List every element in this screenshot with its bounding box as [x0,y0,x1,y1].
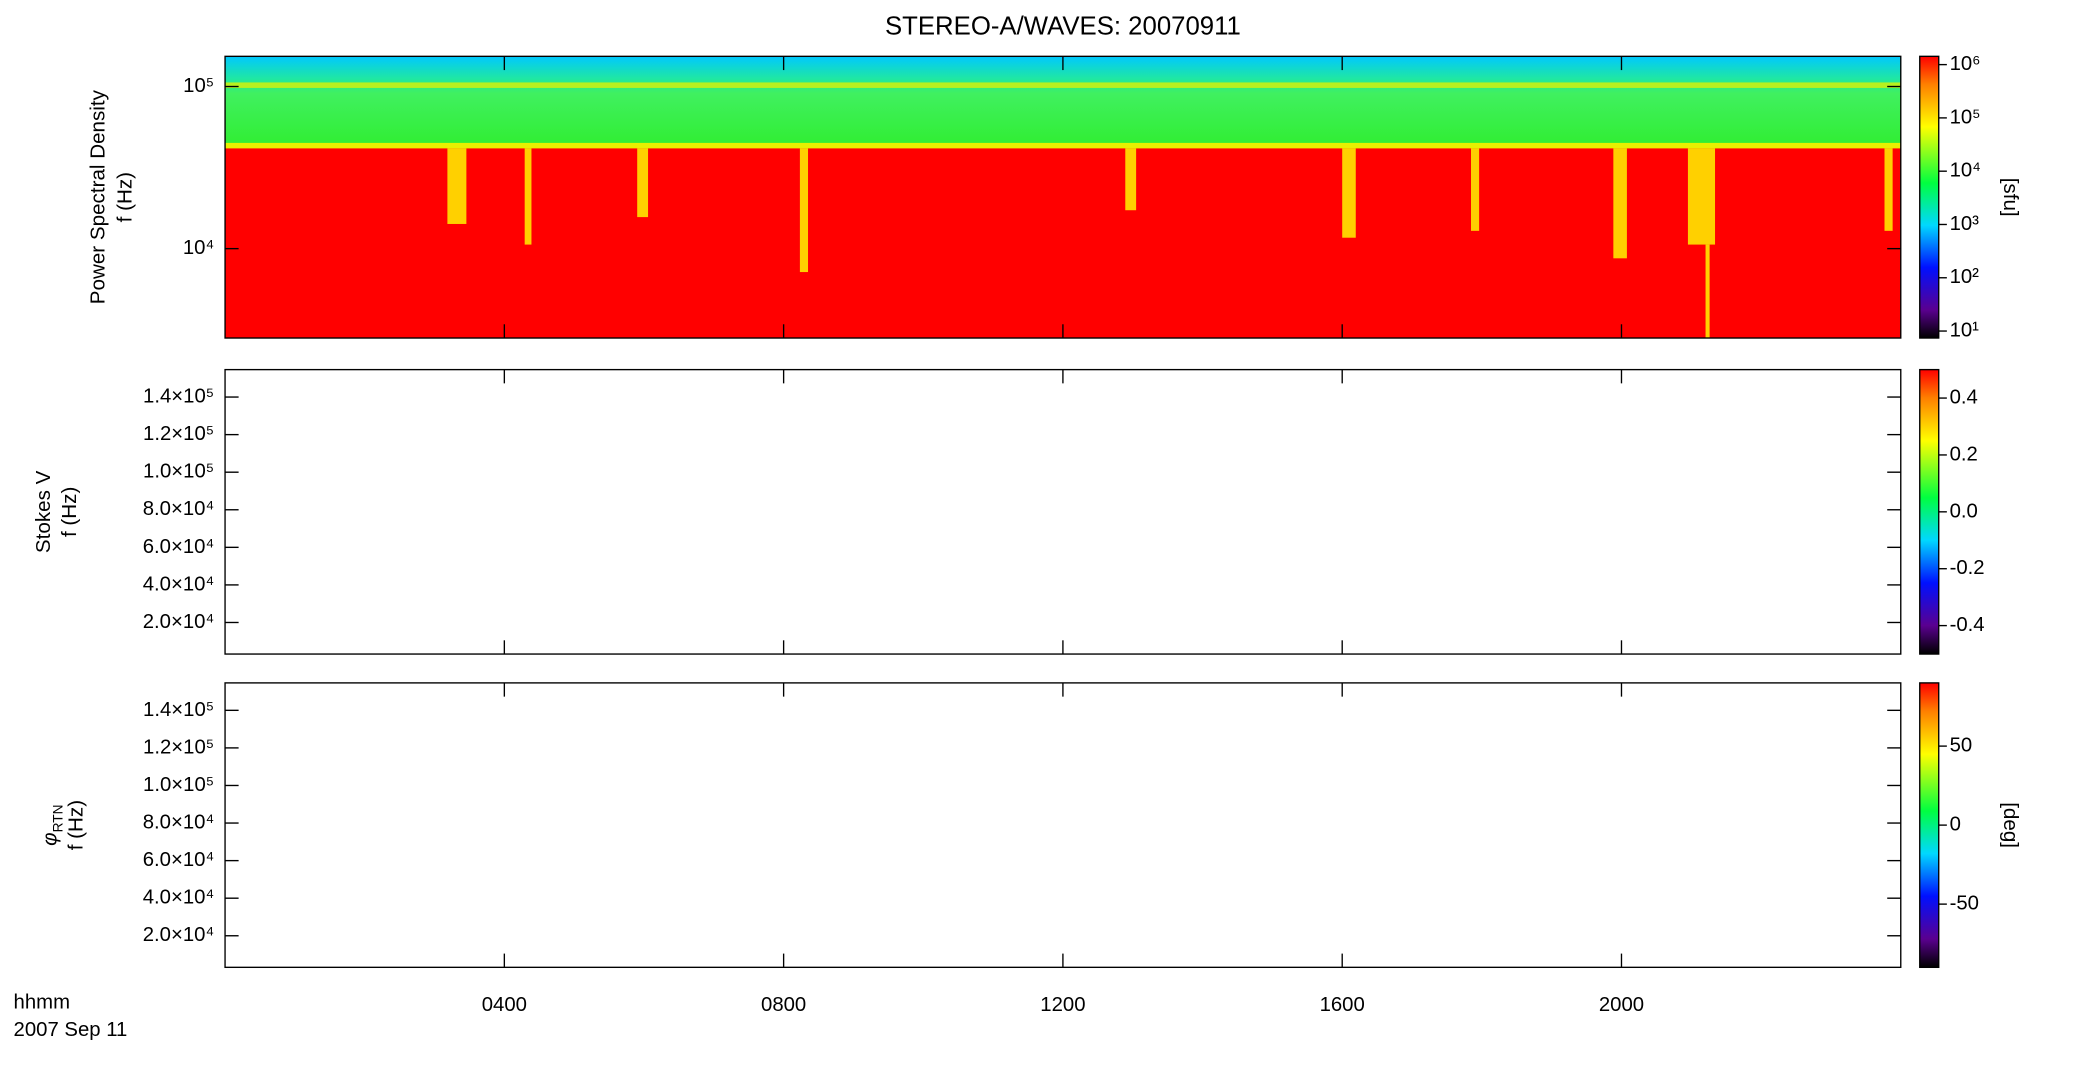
y-axis-label: f (Hz) [58,487,81,537]
colorbar-tick-label: 10⁵ [1950,105,1981,128]
colorbar-tick-label: 0.4 [1950,385,1978,408]
y-tick-label: 6.0×10⁴ [143,535,215,558]
y-tick-label: 10⁵ [183,74,214,97]
y-axis-label: φRTN [39,804,65,845]
y-tick-label: 4.0×10⁴ [143,572,215,595]
spectrogram-image [225,56,1901,339]
y-tick-label: 2.0×10⁴ [143,610,215,633]
x-tick-label: 1600 [1320,993,1365,1016]
plot-frame [224,682,1902,969]
y-tick-label: 10⁴ [183,236,214,259]
colorbar-tick-label: 0 [1950,812,1961,835]
colorbar-tick-label: -50 [1950,891,1979,914]
y-axis-label: f (Hz) [65,800,88,850]
plot-frame [224,368,1902,655]
colorbar-label: [sfu] [1999,178,2022,217]
y-tick-label: 2.0×10⁴ [143,923,215,946]
y-tick-label: 1.0×10⁵ [143,773,214,796]
y-tick-label: 6.0×10⁴ [143,848,215,871]
x-tick-label: 2000 [1599,993,1644,1016]
colorbar [1919,368,1940,655]
y-tick-label: 8.0×10⁴ [143,497,215,520]
x-tick-label: 0400 [482,993,527,1016]
y-axis-label: f (Hz) [114,172,137,222]
y-tick-label: 4.0×10⁴ [143,886,215,909]
y-tick-label: 1.4×10⁵ [143,698,214,721]
colorbar [1919,682,1940,969]
colorbar-tick-label: -0.4 [1950,613,1985,636]
y-tick-label: 8.0×10⁴ [143,810,215,833]
y-axis-label-subscript: RTN [50,804,65,832]
y-tick-label: 1.4×10⁵ [143,384,214,407]
colorbar-tick-label: 10² [1950,265,1980,288]
colorbar-tick-label: 10⁶ [1950,52,1981,75]
colorbar-tick-label: 50 [1950,733,1973,756]
y-tick-label: 1.0×10⁵ [143,460,214,483]
colorbar-label: [deg] [1999,802,2022,848]
colorbar-tick-label: 10⁴ [1950,159,1981,182]
x-axis-label: 2007 Sep 11 [14,1018,128,1041]
colorbar-tick-label: -0.2 [1950,556,1985,579]
colorbar-tick-label: 10³ [1950,212,1980,235]
chart-title: STEREO-A/WAVES: 20070911 [885,12,1241,40]
y-axis-label: Stokes V [32,470,55,553]
y-axis-label-symbol: φ [39,832,62,845]
y-tick-label: 1.2×10⁵ [143,422,214,445]
y-axis-label: Power Spectral Density [86,89,109,304]
y-tick-label: 1.2×10⁵ [143,735,214,758]
colorbar [1919,55,1940,339]
x-axis-label: hhmm [14,990,70,1013]
x-tick-label: 1200 [1040,993,1085,1016]
x-tick-label: 0800 [761,993,806,1016]
colorbar-tick-label: 0.0 [1950,499,1978,522]
colorbar-tick-label: 10¹ [1950,318,1980,341]
colorbar-tick-label: 0.2 [1950,442,1978,465]
